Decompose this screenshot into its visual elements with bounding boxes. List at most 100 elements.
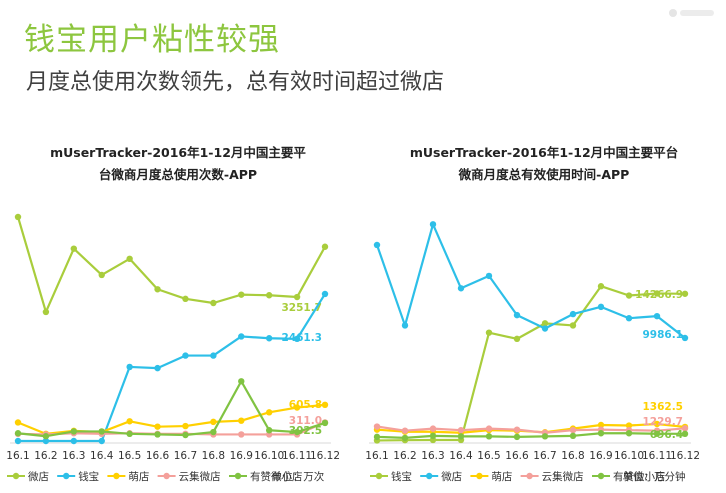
- left-data-point: [321, 290, 329, 298]
- right-legend-swatch-marker: [597, 472, 605, 480]
- right-data-point: [653, 430, 661, 437]
- right-data-point: [653, 420, 661, 428]
- left-chart-title: mUserTracker-2016年1-12月中国主要平 台微商月度总使用次数-…: [18, 142, 338, 186]
- right-data-point: [457, 426, 465, 434]
- left-data-point: [14, 430, 22, 437]
- right-data-point: [541, 433, 549, 440]
- left-data-point: [182, 422, 189, 430]
- left-data-point: [154, 431, 161, 438]
- right-data-point: [541, 320, 549, 327]
- left-data-point: [42, 433, 50, 440]
- left-x-tick-label: 16.6: [146, 450, 170, 462]
- right-data-point: [373, 423, 381, 430]
- right-series-line: [376, 432, 686, 440]
- left-data-point: [238, 378, 245, 385]
- left-data-point: [293, 428, 301, 436]
- right-x-tick-label: 16.9: [589, 450, 612, 462]
- right-data-point: [625, 422, 633, 429]
- left-data-point: [14, 437, 22, 445]
- left-data-point: [293, 293, 301, 301]
- left-legend-label: 有赞微小店: [250, 470, 303, 483]
- right-data-label: 9986.1: [642, 329, 683, 341]
- left-data-point: [70, 428, 78, 435]
- right-data-point: [485, 329, 493, 336]
- right-x-tick-label: 16.4: [449, 450, 473, 462]
- left-series-line: [17, 403, 326, 435]
- left-data-point: [265, 427, 273, 434]
- left-data-point: [293, 404, 301, 411]
- right-data-point: [569, 310, 577, 318]
- right-data-point: [373, 241, 381, 249]
- right-legend-label: 微店: [441, 470, 462, 483]
- left-x-tick-label: 16.8: [202, 450, 225, 462]
- right-x-tick-label: 16.7: [533, 450, 556, 462]
- left-x-tick-label: 16.2: [34, 450, 57, 462]
- right-data-point: [541, 325, 549, 332]
- right-data-point: [513, 426, 521, 433]
- right-series-4: 696.4: [373, 429, 689, 442]
- right-legend-label: 有赞微小店: [613, 470, 666, 483]
- left-data-label: 3251.7: [281, 302, 322, 314]
- left-chart-title-line2: 台微商月度总使用次数-APP: [98, 167, 258, 182]
- left-data-point: [70, 245, 78, 252]
- right-data-point: [597, 303, 605, 311]
- right-legend-swatch-marker: [476, 472, 483, 480]
- left-data-point: [42, 437, 50, 445]
- left-data-point: [321, 243, 329, 250]
- right-data-point: [485, 272, 493, 280]
- right-data-point: [429, 425, 437, 432]
- right-data-point: [625, 430, 633, 437]
- left-legend-swatch-marker: [12, 472, 20, 480]
- left-x-tick-label: 16.1: [6, 450, 29, 462]
- right-data-point: [569, 322, 577, 329]
- left-data-point: [154, 423, 161, 430]
- right-chart-title-line2: 微商月度总有效使用时间-APP: [458, 167, 630, 182]
- left-legend-swatch-marker: [113, 472, 120, 480]
- left-data-point: [126, 255, 133, 263]
- left-data-point: [238, 431, 245, 438]
- right-data-label: 14266.9: [635, 289, 683, 301]
- right-data-point: [681, 430, 689, 438]
- left-data-point: [182, 431, 189, 439]
- right-data-point: [485, 433, 493, 440]
- left-x-tick-label: 16.7: [174, 450, 197, 462]
- right-data-point: [401, 434, 409, 442]
- left-data-point: [42, 308, 50, 316]
- left-legend-label: 钱宝: [78, 470, 99, 483]
- right-data-point: [597, 421, 605, 429]
- left-data-point: [182, 295, 189, 303]
- right-data-point: [429, 432, 437, 440]
- left-legend-swatch-marker: [234, 472, 242, 480]
- left-data-label: 2461.3: [281, 332, 322, 344]
- right-data-point: [513, 335, 521, 343]
- right-data-label: 1362.5: [642, 401, 683, 413]
- left-data-point: [265, 409, 273, 416]
- page-subheadline: 月度总使用次数领先，总有效时间超过微店: [26, 70, 445, 95]
- right-series-3: 1229.7: [373, 416, 689, 436]
- right-data-point: [653, 312, 661, 320]
- left-data-point: [154, 286, 161, 293]
- right-x-tick-label: 16.8: [561, 450, 584, 462]
- right-chart: 16.1 16.2 16.3 16.4 16.5 16.6 16.7 16.8 16.9 16.1…: [365, 221, 700, 483]
- right-legend-swatch-marker: [426, 472, 433, 480]
- left-data-label: 605.8: [289, 399, 322, 411]
- left-data-point: [265, 292, 273, 299]
- left-x-tick-label: 16.9: [230, 450, 253, 462]
- left-data-point: [265, 335, 273, 342]
- right-x-tick-label: 16.6: [505, 450, 529, 462]
- left-data-point: [126, 363, 133, 371]
- left-series-0: 3251.7: [14, 213, 329, 316]
- page-headline: 钱宝用户粘性较强: [24, 22, 280, 58]
- left-series-4: 302.5: [14, 378, 329, 440]
- right-data-point: [457, 285, 465, 292]
- right-chart-title-line1: mUserTracker-2016年1-12月中国主要平台: [409, 145, 679, 160]
- left-chart-title-line1: mUserTracker-2016年1-12月中国主要平: [50, 145, 306, 160]
- right-data-point: [569, 432, 577, 440]
- right-data-point: [401, 427, 409, 434]
- left-chart: 16.1 16.2 16.3 16.4 16.5 16.6 16.7 16.8 16.9 16.1…: [6, 213, 340, 483]
- left-data-point: [238, 333, 245, 340]
- left-x-tick-label: 16.12: [310, 450, 340, 462]
- right-data-point: [625, 315, 633, 322]
- left-series-line: [18, 293, 326, 443]
